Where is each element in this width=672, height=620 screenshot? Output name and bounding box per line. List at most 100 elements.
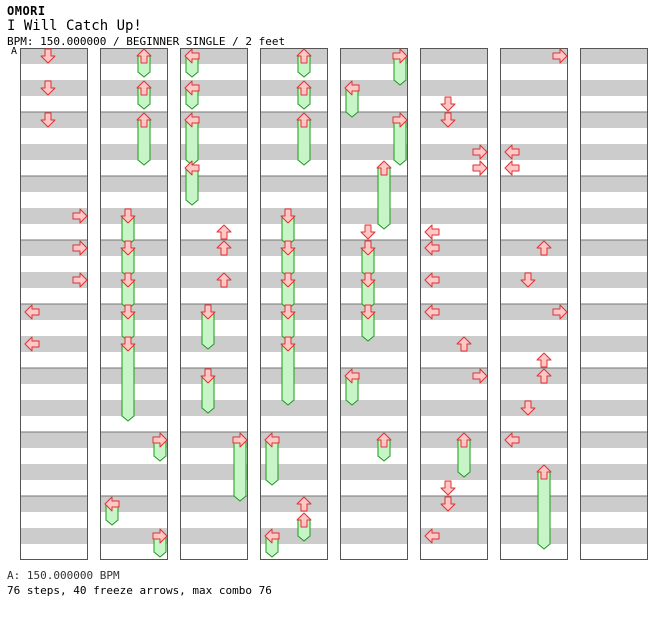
step-arrow-left [184, 112, 200, 128]
beat-stripe [180, 432, 248, 448]
step-arrow-down [280, 208, 296, 224]
beat-stripe [420, 272, 488, 288]
beat-stripe [260, 112, 328, 128]
step-arrow-left [504, 432, 520, 448]
beat-stripe [100, 144, 168, 160]
step-arrow-up [296, 512, 312, 528]
beat-stripe [420, 432, 488, 448]
step-arrow-left [104, 496, 120, 512]
beat-stripe [180, 464, 248, 480]
chart-column-border [340, 48, 408, 560]
step-arrow-right [472, 160, 488, 176]
step-arrow-down [360, 304, 376, 320]
bpm-marker: A [11, 46, 18, 57]
beat-stripe [580, 336, 648, 352]
step-arrow-down [120, 304, 136, 320]
step-arrow-left [264, 432, 280, 448]
beat-stripe [100, 464, 168, 480]
step-arrow-right [392, 48, 408, 64]
step-arrow-right [152, 528, 168, 544]
beat-stripe [260, 80, 328, 96]
freeze-arrow-body [233, 439, 247, 502]
step-arrow-up [296, 112, 312, 128]
step-arrow-right [472, 144, 488, 160]
artist-label: OMORI [7, 4, 46, 18]
beat-stripe [420, 80, 488, 96]
step-arrow-left [504, 144, 520, 160]
step-arrow-left [424, 304, 440, 320]
step-arrow-right [472, 368, 488, 384]
chart-column-border [180, 48, 248, 560]
step-arrow-left [24, 304, 40, 320]
beat-stripe [500, 80, 568, 96]
step-arrow-down [120, 336, 136, 352]
chart-column-border [580, 48, 648, 560]
step-arrow-left [184, 48, 200, 64]
step-arrow-left [24, 336, 40, 352]
step-arrow-down [440, 96, 456, 112]
beat-stripe [580, 272, 648, 288]
step-arrow-right [392, 112, 408, 128]
beat-stripe [260, 48, 328, 64]
beat-stripe [340, 432, 408, 448]
beat-stripe [420, 240, 488, 256]
beat-stripe [580, 48, 648, 64]
beat-stripe [260, 176, 328, 192]
beat-stripe [500, 112, 568, 128]
chart-column-border [100, 48, 168, 560]
beat-stripe [500, 432, 568, 448]
step-arrow-left [264, 528, 280, 544]
beat-stripe [20, 304, 88, 320]
beat-stripe [20, 528, 88, 544]
step-arrow-down [40, 48, 56, 64]
step-arrow-up [456, 432, 472, 448]
step-arrow-up [296, 80, 312, 96]
beat-stripe [580, 400, 648, 416]
step-arrow-right [72, 272, 88, 288]
beat-stripe [260, 496, 328, 512]
beat-stripe [340, 48, 408, 64]
beat-stripe [500, 48, 568, 64]
beat-stripe [20, 496, 88, 512]
beat-stripe [500, 464, 568, 480]
beat-stripe [500, 144, 568, 160]
step-arrow-right [232, 432, 248, 448]
step-arrow-right [552, 48, 568, 64]
step-arrow-down [440, 112, 456, 128]
chart-column-border [420, 48, 488, 560]
step-arrow-down [520, 272, 536, 288]
step-arrow-right [152, 432, 168, 448]
step-arrow-right [552, 304, 568, 320]
step-arrow-down [120, 240, 136, 256]
beat-stripe [580, 496, 648, 512]
step-arrow-up [536, 464, 552, 480]
step-arrow-up [216, 272, 232, 288]
freeze-arrow-body [121, 343, 135, 422]
beat-stripe [420, 48, 488, 64]
bpm-legend: A: 150.000000 BPM [7, 569, 120, 582]
step-arrow-down [280, 272, 296, 288]
beat-stripe [420, 208, 488, 224]
step-arrow-up [216, 240, 232, 256]
beat-stripe [340, 464, 408, 480]
chart-column-border [20, 48, 88, 560]
step-arrow-left [504, 160, 520, 176]
freeze-arrow-body [281, 343, 295, 406]
chart-info: BPM: 150.000000 / BEGINNER SINGLE / 2 fe… [7, 35, 286, 48]
beat-stripe [180, 496, 248, 512]
step-arrow-down [120, 208, 136, 224]
step-arrow-up [456, 336, 472, 352]
step-arrow-up [536, 240, 552, 256]
step-arrow-down [40, 80, 56, 96]
step-arrow-down [280, 304, 296, 320]
step-arrow-down [200, 304, 216, 320]
step-arrow-left [424, 272, 440, 288]
song-title: I Will Catch Up! [7, 18, 142, 34]
freeze-arrow-body [537, 471, 551, 550]
beat-stripe [340, 144, 408, 160]
step-arrow-up [376, 432, 392, 448]
step-arrow-down [440, 480, 456, 496]
beat-stripe [580, 144, 648, 160]
step-arrow-down [520, 400, 536, 416]
step-arrow-right [72, 240, 88, 256]
